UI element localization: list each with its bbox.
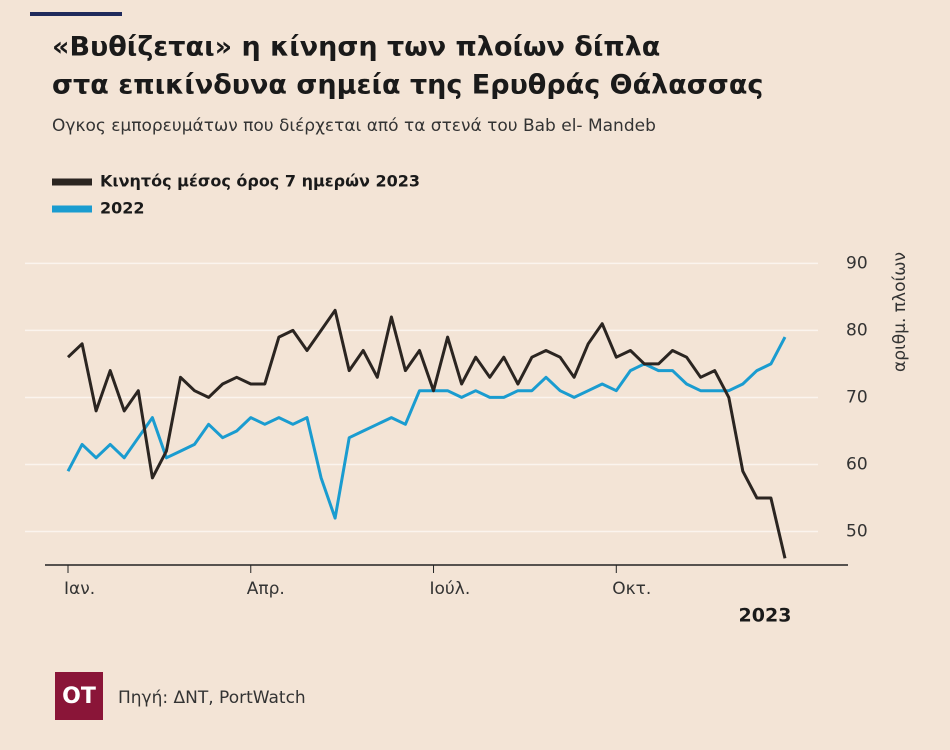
x-tick-label: Οκτ. [612,579,651,599]
source: Πηγή: ΔΝΤ, PortWatch [118,688,306,708]
x-tick-label: Ιούλ. [430,579,471,599]
y-axis-label: αριθμ. πλοίων [890,252,910,372]
legend-label: 2022 [100,199,145,218]
legend-label: Κινητός μέσος όρος 7 ημερών 2023 [100,172,420,191]
y-tick-label: 80 [846,320,868,340]
x-axis-label: 2023 [739,605,792,627]
series-line [66,308,787,559]
y-tick-label: 70 [846,387,868,407]
x-tick-label: Απρ. [247,579,285,599]
logo: OT [62,684,96,709]
series-line [66,336,787,520]
chart-title: «Βυθίζεται» η κίνηση των πλοίων δίπλα [52,32,660,63]
chart-title: στα επικίνδυνα σημεία της Ερυθράς Θάλασσ… [52,70,763,101]
chart-subtitle: Ογκος εμπορευμάτων που διέρχεται από τα … [52,116,656,136]
y-tick-label: 90 [846,253,868,273]
logo-box [55,672,103,720]
accent-bar [30,12,122,16]
x-tick-label: Ιαν. [64,579,95,599]
y-tick-label: 60 [846,454,868,474]
y-tick-label: 50 [846,521,868,541]
